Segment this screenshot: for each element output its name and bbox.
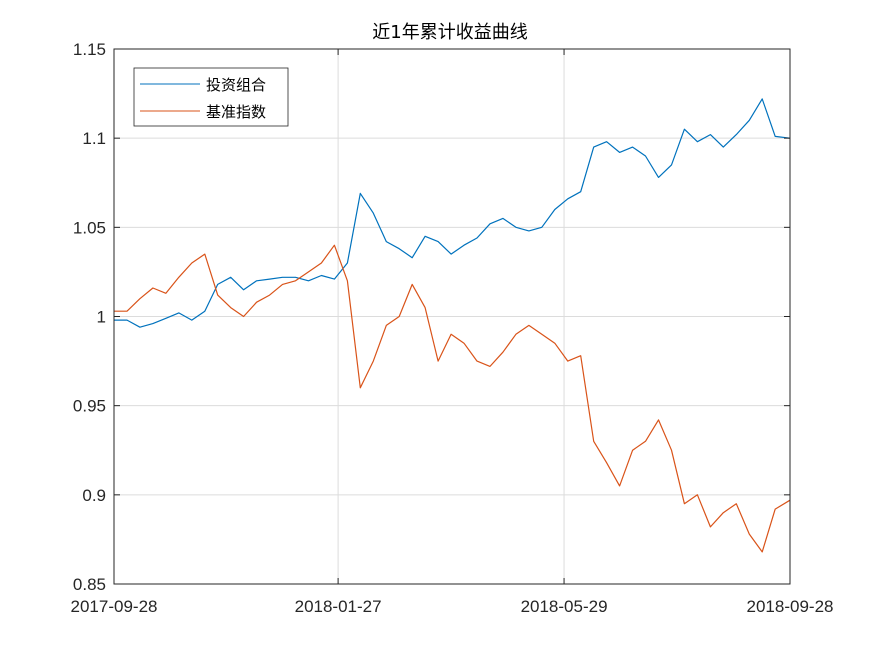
legend-label-portfolio: 投资组合 — [206, 76, 266, 94]
series-line-0 — [114, 98, 791, 328]
x-tick-label: 2017-09-28 — [71, 597, 158, 616]
y-tick-label: 0.85 — [73, 575, 106, 594]
y-tick-label: 1.1 — [82, 129, 106, 148]
y-tick-label: 1.15 — [73, 40, 106, 59]
series-line-1 — [114, 244, 791, 553]
legend-label-benchmark: 基准指数 — [206, 103, 266, 121]
legend-box — [133, 67, 289, 127]
y-axis: 0.85 0.9 0.95 1 1.05 1.1 1.15 — [73, 40, 790, 594]
x-tick-label: 2018-01-27 — [295, 597, 382, 616]
y-tick-label: 1.05 — [73, 218, 106, 237]
x-tick-label: 2018-09-28 — [747, 597, 834, 616]
y-tick-label: 0.95 — [73, 397, 106, 416]
legend: 投资组合 基准指数 — [133, 67, 289, 127]
y-tick-label: 1 — [97, 308, 106, 327]
chart-title: 近1年累计收益曲线 — [372, 22, 527, 43]
x-axis: 2017-09-28 2018-01-27 2018-05-29 2018-09-28 — [71, 49, 834, 616]
series-lines — [114, 98, 791, 553]
y-tick-label: 0.9 — [82, 486, 106, 505]
x-tick-label: 2018-05-29 — [521, 597, 608, 616]
